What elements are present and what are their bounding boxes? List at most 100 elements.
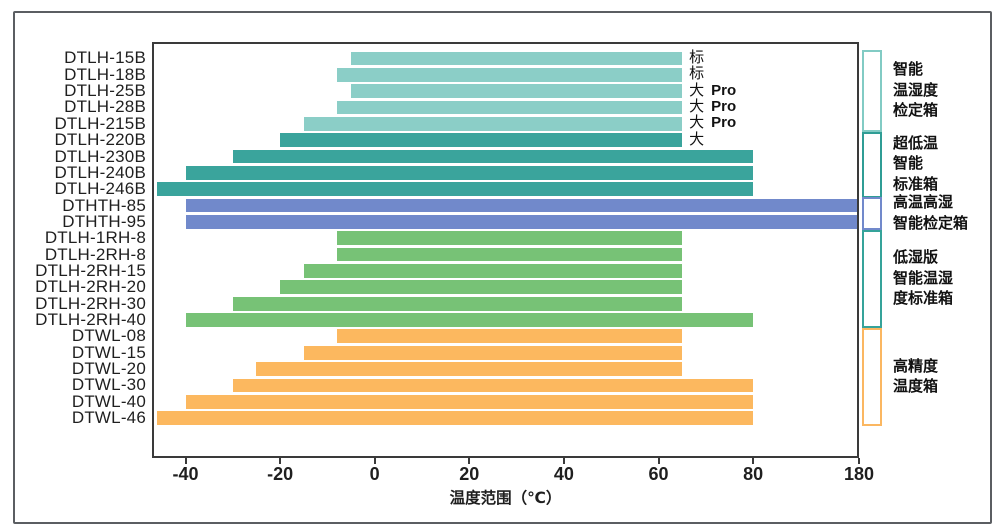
y-axis-label: DTLH-15B (64, 48, 146, 68)
group-bracket (862, 327, 882, 427)
bar-tag-DTLH-25B: 大 Pro (689, 81, 737, 99)
x-tick-label: 60 (648, 464, 669, 484)
bar-DTLH-240B (185, 165, 754, 180)
group-label-line: 智能 (893, 61, 924, 79)
y-axis-label: DTLH-230B (54, 146, 146, 166)
bar-DTLH-246B (157, 182, 754, 197)
y-axis-label: DTWL-46 (71, 408, 146, 428)
group-label-line: 标准箱 (893, 175, 939, 193)
bar-tag-text: 大 (689, 81, 705, 99)
y-axis-label: DTWL-40 (71, 391, 146, 411)
group-label: 低湿版智能温湿度标准箱 (893, 230, 953, 329)
y-axis-label: DTLH-28B (64, 97, 146, 117)
group-label: 高温高湿 智能检定箱 (893, 194, 968, 232)
plot-area (152, 42, 859, 458)
group-label-line: 温度箱 (893, 378, 939, 396)
bar-DTWL-46 (157, 411, 754, 425)
bar-DTWL-08 (336, 329, 683, 344)
x-tick-label: 20 (459, 464, 480, 484)
bar-DTLH-28B (336, 100, 683, 115)
x-tick-mark (468, 458, 471, 464)
y-axis-label: DTWL-15 (71, 342, 146, 362)
group-label-line: 智能温湿 (893, 269, 954, 287)
bar-DTLH-2RH-20 (280, 280, 683, 295)
group-bracket (862, 50, 882, 133)
y-axis-label: DTLH-2RH-15 (35, 260, 146, 280)
bar-DTLH-215B (303, 116, 683, 131)
group-label: 高精度 温度箱 (893, 328, 938, 427)
y-axis-label: DTLH-2RH-20 (35, 277, 146, 297)
group-label-line: 智能 (893, 155, 924, 173)
bar-DTLH-25B (351, 84, 683, 98)
bar-DTHTH-95 (185, 215, 859, 229)
y-axis-label: DTLH-1RH-8 (44, 228, 146, 248)
group-label-line: 检定箱 (893, 102, 939, 120)
group-label-line: 度标准箱 (893, 290, 954, 308)
y-axis-label: DTWL-20 (71, 359, 146, 379)
y-axis-label: DTLH-215B (54, 113, 146, 133)
bar-DTWL-40 (185, 394, 754, 409)
bar-DTLH-230B (232, 149, 754, 164)
bar-DTLH-2RH-15 (303, 264, 683, 278)
bar-DTLH-2RH-40 (185, 313, 754, 327)
x-tick-mark (562, 458, 565, 464)
x-tick-label: 80 (743, 464, 764, 484)
x-tick-mark (657, 458, 660, 464)
group-label-line: 智能检定箱 (893, 214, 969, 232)
bar-DTWL-20 (256, 362, 683, 376)
bar-tag-text: 大 (689, 97, 705, 115)
group-bracket (862, 197, 882, 231)
bar-DTLH-18B (336, 67, 683, 82)
x-tick-mark (858, 458, 860, 464)
bar-DTLH-1RH-8 (336, 231, 683, 246)
group-bracket (862, 229, 882, 329)
x-axis-title: 温度范围（℃） (449, 490, 562, 507)
bar-DTLH-2RH-8 (336, 247, 683, 262)
x-tick-label: 180 (843, 464, 875, 484)
bar-tag-DTLH-220B: 大 (689, 131, 704, 148)
bar-DTLH-2RH-30 (232, 296, 683, 311)
y-axis-label: DTLH-220B (54, 130, 146, 150)
y-axis-label: DTLH-2RH-40 (35, 310, 146, 329)
group-label-line: 高温高湿 (893, 194, 954, 212)
bar-DTWL-15 (303, 345, 683, 360)
x-tick-mark (752, 458, 755, 464)
group-label: 超低温 智能 标准箱 (893, 132, 938, 198)
bar-tag-pro: Pro (711, 114, 737, 132)
y-axis-label: DTLH-240B (54, 162, 146, 182)
bar-tag-pro: Pro (711, 97, 737, 115)
group-label-line: 超低温 (893, 134, 939, 152)
group-label-line: 低湿版 (893, 249, 939, 267)
x-tick-label: -40 (172, 464, 199, 484)
x-tick-mark (279, 458, 282, 464)
y-axis-label: DTHTH-85 (62, 195, 146, 215)
bar-DTLH-15B (351, 51, 683, 66)
bar-tag-text: 大 (689, 114, 705, 132)
group-label-line: 温湿度 (893, 81, 939, 99)
x-tick-label: 40 (553, 464, 574, 484)
bar-tag-text: 标 (689, 65, 705, 83)
y-axis-label: DTLH-246B (54, 179, 146, 199)
x-tick-mark (184, 458, 187, 464)
bar-tag-DTLH-18B: 标 (689, 66, 704, 82)
y-axis-label: DTWL-30 (71, 375, 146, 395)
bar-tag-DTLH-28B: 大 Pro (689, 97, 737, 115)
y-axis-label: DTLH-2RH-8 (44, 244, 146, 264)
bar-tag-DTLH-215B: 大 Pro (689, 115, 736, 131)
y-axis-label: DTHTH-95 (62, 211, 146, 231)
x-tick-label: 0 (369, 464, 380, 484)
x-tick-label: -20 (267, 464, 294, 484)
y-axis-label: DTLH-25B (64, 81, 146, 101)
bar-DTWL-30 (232, 378, 754, 393)
bar-tag-DTLH-15B: 标 (689, 48, 705, 66)
bar-tag-pro: Pro (711, 81, 737, 99)
group-label: 智能 温湿度 检定箱 (893, 50, 938, 132)
y-axis-label: DTLH-18B (64, 64, 146, 84)
bar-DTHTH-85 (185, 198, 859, 213)
bar-tag-text: 标 (689, 48, 705, 66)
x-tick-mark (373, 458, 376, 464)
group-bracket (862, 131, 882, 198)
y-axis-label: DTWL-08 (71, 326, 146, 346)
group-label-line: 高精度 (893, 357, 939, 375)
